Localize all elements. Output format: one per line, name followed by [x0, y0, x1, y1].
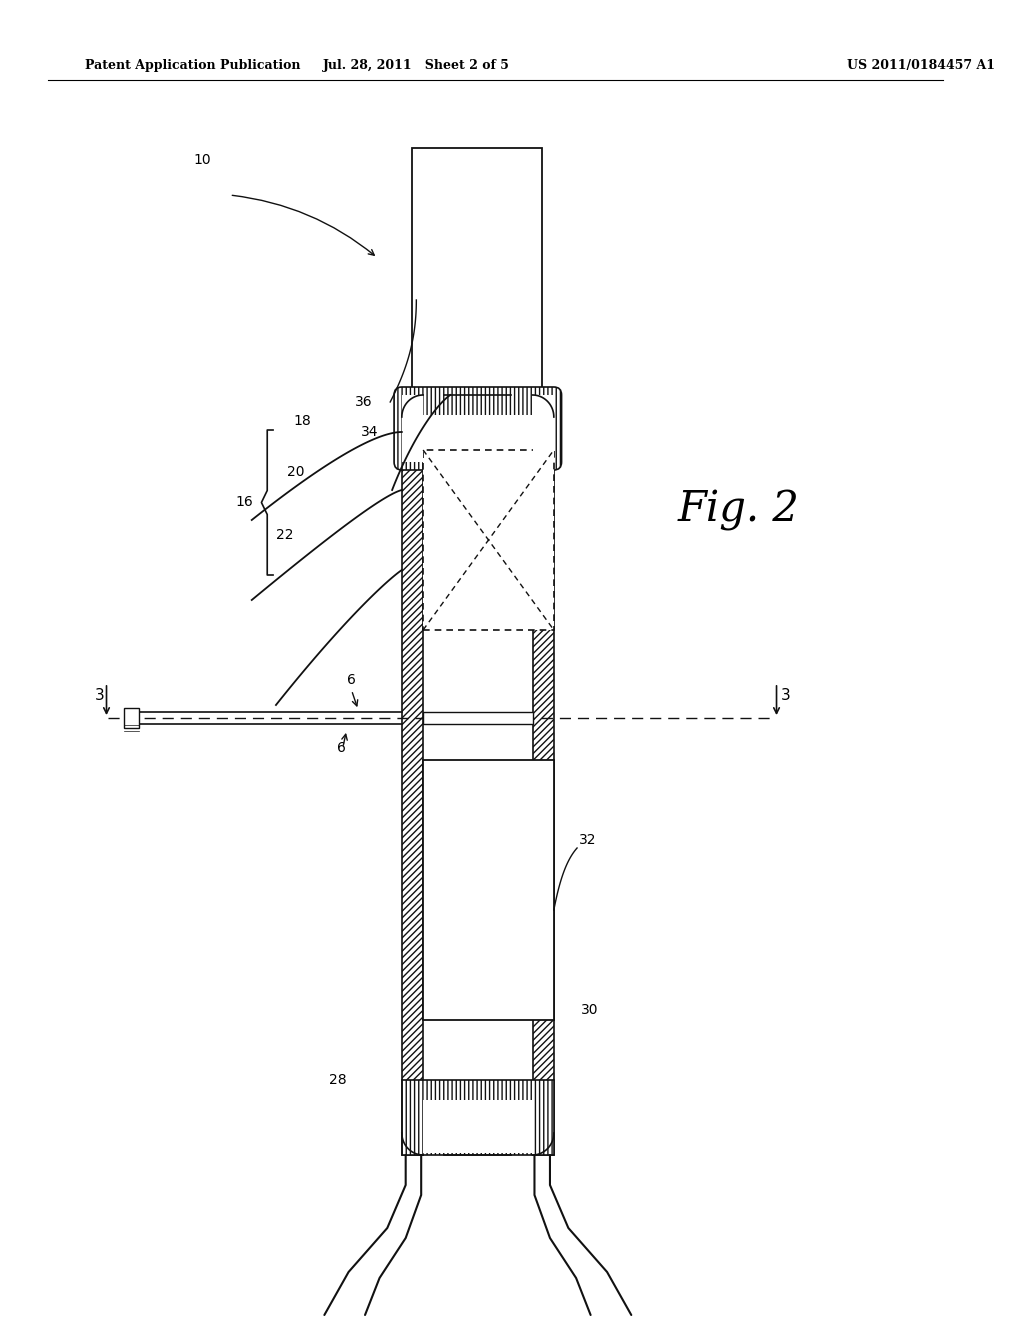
Text: 6: 6	[347, 673, 355, 686]
Text: Patent Application Publication: Patent Application Publication	[85, 58, 301, 71]
Text: US 2011/0184457 A1: US 2011/0184457 A1	[847, 58, 995, 71]
Bar	[401, 395, 423, 462]
Text: 30: 30	[581, 1003, 598, 1016]
Bar	[401, 395, 554, 462]
FancyBboxPatch shape	[394, 387, 561, 470]
Text: 36: 36	[355, 395, 373, 409]
Text: 3: 3	[780, 689, 791, 704]
Bar	[423, 711, 532, 723]
Text: 28: 28	[329, 1073, 347, 1086]
Bar	[412, 148, 543, 395]
Text: 32: 32	[579, 833, 597, 847]
Text: 22: 22	[275, 528, 294, 543]
Bar	[423, 414, 532, 459]
Text: 10: 10	[194, 153, 211, 168]
Text: 16: 16	[236, 495, 254, 510]
Text: Jul. 28, 2011   Sheet 2 of 5: Jul. 28, 2011 Sheet 2 of 5	[323, 58, 510, 71]
Text: 20: 20	[287, 465, 304, 479]
Bar	[532, 395, 554, 462]
Bar	[423, 760, 554, 1020]
Text: Fig. 2: Fig. 2	[678, 488, 800, 531]
Bar	[401, 395, 423, 1155]
Text: 34: 34	[361, 425, 379, 440]
Text: 18: 18	[293, 414, 311, 428]
Text: 6: 6	[337, 741, 346, 755]
Text: 3: 3	[95, 689, 104, 704]
Bar	[532, 395, 554, 1155]
Bar	[423, 450, 554, 630]
Bar	[423, 1100, 532, 1152]
Bar	[401, 1080, 554, 1155]
Bar	[124, 708, 139, 729]
